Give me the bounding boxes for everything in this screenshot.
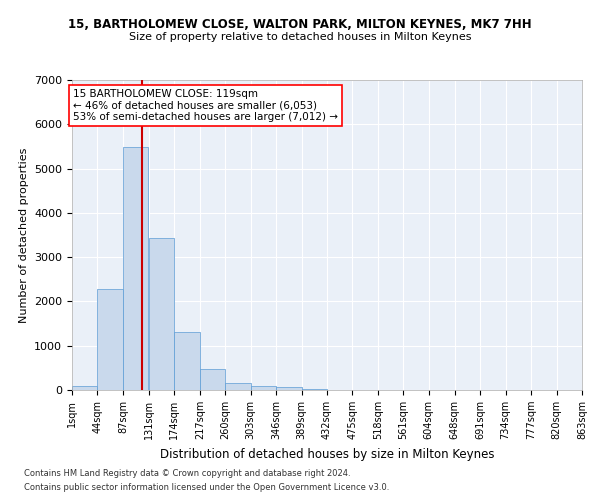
Bar (123, 148, 148, 390)
Bar (149, 238, 175, 390)
Text: Contains public sector information licensed under the Open Government Licence v3: Contains public sector information licen… (24, 484, 389, 492)
Bar (200, 369, 225, 390)
Text: 15 BARTHOLOMEW CLOSE: 119sqm
← 46% of detached houses are smaller (6,053)
53% of: 15 BARTHOLOMEW CLOSE: 119sqm ← 46% of de… (73, 89, 338, 122)
Bar (225, 383, 251, 390)
Bar (276, 388, 302, 390)
Bar (302, 388, 327, 390)
Text: 15, BARTHOLOMEW CLOSE, WALTON PARK, MILTON KEYNES, MK7 7HH: 15, BARTHOLOMEW CLOSE, WALTON PARK, MILT… (68, 18, 532, 30)
X-axis label: Distribution of detached houses by size in Milton Keynes: Distribution of detached houses by size … (160, 448, 494, 460)
Bar (251, 386, 276, 390)
Bar (97, 290, 123, 390)
Text: Contains HM Land Registry data © Crown copyright and database right 2024.: Contains HM Land Registry data © Crown c… (24, 468, 350, 477)
Bar (72, 386, 97, 390)
Text: Size of property relative to detached houses in Milton Keynes: Size of property relative to detached ho… (129, 32, 471, 42)
Bar (175, 332, 200, 390)
Y-axis label: Number of detached properties: Number of detached properties (19, 148, 29, 322)
